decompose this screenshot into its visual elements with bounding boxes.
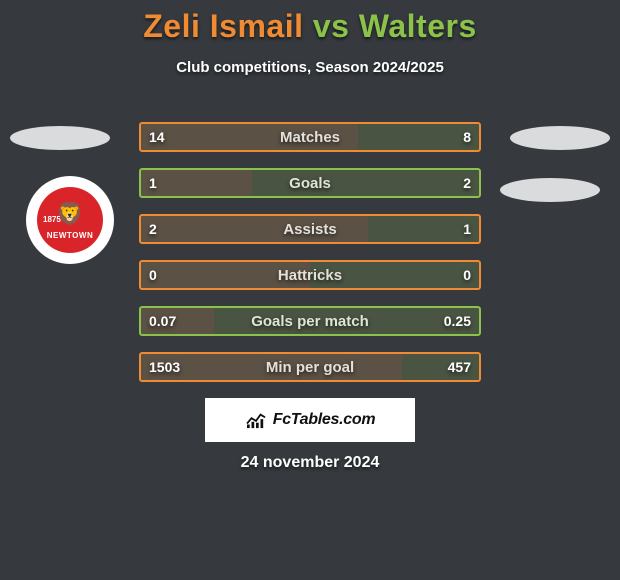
stat-row: 1503457Min per goal bbox=[139, 352, 481, 382]
club-badge: 1875 🦁 NEWTOWN bbox=[26, 176, 114, 264]
badge-name: NEWTOWN bbox=[47, 231, 93, 240]
stat-label: Goals bbox=[139, 168, 481, 198]
club-badge-inner: 1875 🦁 NEWTOWN bbox=[37, 187, 103, 253]
stat-label: Matches bbox=[139, 122, 481, 152]
stat-row: 21Assists bbox=[139, 214, 481, 244]
date-label: 24 november 2024 bbox=[0, 454, 620, 472]
stat-label: Goals per match bbox=[139, 306, 481, 336]
stat-label: Hattricks bbox=[139, 260, 481, 290]
stat-label: Min per goal bbox=[139, 352, 481, 382]
stat-row: 0.070.25Goals per match bbox=[139, 306, 481, 336]
vs-text: vs bbox=[303, 8, 358, 44]
fctables-icon bbox=[245, 411, 267, 429]
player2-token-top bbox=[510, 126, 610, 150]
stat-label: Assists bbox=[139, 214, 481, 244]
stat-row: 12Goals bbox=[139, 168, 481, 198]
stat-row: 148Matches bbox=[139, 122, 481, 152]
player1-name: Zeli Ismail bbox=[143, 8, 303, 44]
page-title: Zeli Ismail vs Walters bbox=[0, 0, 620, 45]
player1-token-top bbox=[10, 126, 110, 150]
player2-name: Walters bbox=[359, 8, 477, 44]
stat-row: 00Hattricks bbox=[139, 260, 481, 290]
griffin-icon: 🦁 bbox=[56, 203, 83, 225]
attribution-logo: FcTables.com bbox=[205, 398, 415, 442]
subtitle: Club competitions, Season 2024/2025 bbox=[0, 59, 620, 76]
stats-bars: 148Matches 12Goals 21Assists 00Hattricks 0.0… bbox=[139, 122, 481, 398]
attribution-text: FcTables.com bbox=[273, 411, 376, 429]
player2-token-second bbox=[500, 178, 600, 202]
